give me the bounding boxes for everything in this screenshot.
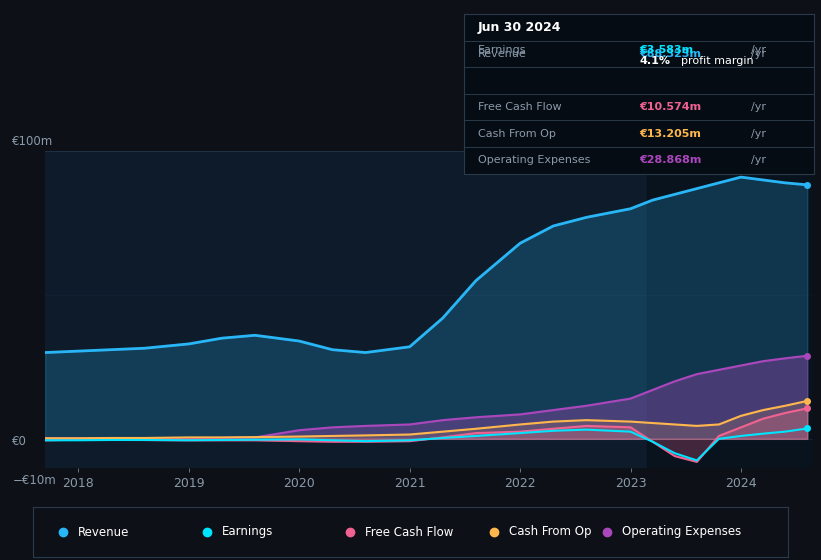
Text: Revenue: Revenue	[78, 525, 130, 539]
Text: /yr: /yr	[751, 129, 766, 139]
Text: Cash From Op: Cash From Op	[509, 525, 591, 539]
Text: Free Cash Flow: Free Cash Flow	[478, 102, 562, 112]
Text: /yr: /yr	[751, 102, 766, 112]
Text: €0: €0	[12, 435, 27, 448]
Text: Free Cash Flow: Free Cash Flow	[365, 525, 453, 539]
Text: /yr: /yr	[751, 45, 766, 55]
Text: Jun 30 2024: Jun 30 2024	[478, 21, 562, 34]
Text: Operating Expenses: Operating Expenses	[478, 155, 590, 165]
Text: Revenue: Revenue	[478, 49, 526, 59]
Text: −€10m: −€10m	[12, 474, 56, 487]
Text: /yr: /yr	[751, 155, 766, 165]
Text: €13.205m: €13.205m	[639, 129, 701, 139]
Bar	[647, 151, 813, 468]
Text: Earnings: Earnings	[222, 525, 273, 539]
Text: Earnings: Earnings	[478, 45, 526, 55]
Text: /yr: /yr	[751, 49, 766, 59]
Text: profit margin: profit margin	[681, 55, 754, 66]
Text: €28.868m: €28.868m	[639, 155, 701, 165]
Text: Cash From Op: Cash From Op	[478, 129, 556, 139]
Text: Operating Expenses: Operating Expenses	[622, 525, 741, 539]
Text: €10.574m: €10.574m	[639, 102, 701, 112]
Text: €3.583m: €3.583m	[639, 45, 693, 55]
Text: €100m: €100m	[12, 136, 53, 148]
Text: €88.323m: €88.323m	[639, 49, 701, 59]
Text: 4.1%: 4.1%	[639, 55, 670, 66]
